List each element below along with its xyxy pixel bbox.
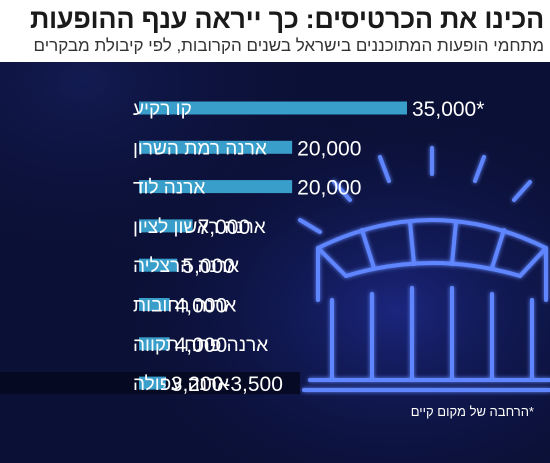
value-label: 20,000 bbox=[297, 137, 361, 160]
category-label: ארנה הרצליה bbox=[133, 256, 239, 277]
value-label: 4,000 bbox=[175, 334, 228, 357]
value-label: 7,000 bbox=[198, 216, 251, 239]
bar bbox=[139, 140, 293, 154]
category-label: ארנה עפולה bbox=[133, 374, 229, 395]
stadium-background bbox=[0, 62, 550, 463]
category-label: ארנה פתח תקווה bbox=[133, 335, 268, 356]
bar bbox=[139, 180, 293, 194]
chart-title: הכינו את הכרטיסים: כך ייראה ענף ההופעות bbox=[29, 4, 544, 34]
value-label: 3,200-3,500 bbox=[171, 373, 283, 396]
category-label: קו רקיע bbox=[133, 99, 192, 120]
category-label: ארנה רמת השרון bbox=[133, 138, 267, 159]
bar bbox=[139, 258, 178, 272]
value-label: 35,000* bbox=[412, 98, 484, 121]
bar bbox=[139, 101, 407, 115]
value-label: 20,000 bbox=[297, 177, 361, 200]
category-label: ארנה ראשון לציון bbox=[133, 217, 266, 238]
chart-panel: 35,000* קו רקיע 20,000 ארנה רמת השרון 20,000… bbox=[0, 62, 550, 463]
chart-subtitle: מתחמי הופעות המתוכננים בישראל בשנים הקרו… bbox=[33, 36, 544, 55]
category-label: ארנה רחובות bbox=[133, 296, 236, 317]
bar-range bbox=[163, 376, 166, 390]
value-label: 4,000 bbox=[175, 295, 228, 318]
value-label: 5,000 bbox=[182, 255, 235, 278]
bar bbox=[139, 337, 170, 351]
footnote: *הרחבה של מקום קיים bbox=[410, 404, 534, 419]
bar-chart: 35,000* קו רקיע 20,000 ארנה רמת השרון 20,000… bbox=[0, 98, 484, 396]
stadium-icon bbox=[298, 146, 550, 392]
bar bbox=[139, 298, 170, 311]
bar bbox=[139, 376, 164, 390]
bar bbox=[139, 219, 193, 233]
header: הכינו את הכרטיסים: כך ייראה ענף ההופעות … bbox=[0, 0, 550, 62]
category-label: ארנה לוד bbox=[133, 178, 205, 199]
